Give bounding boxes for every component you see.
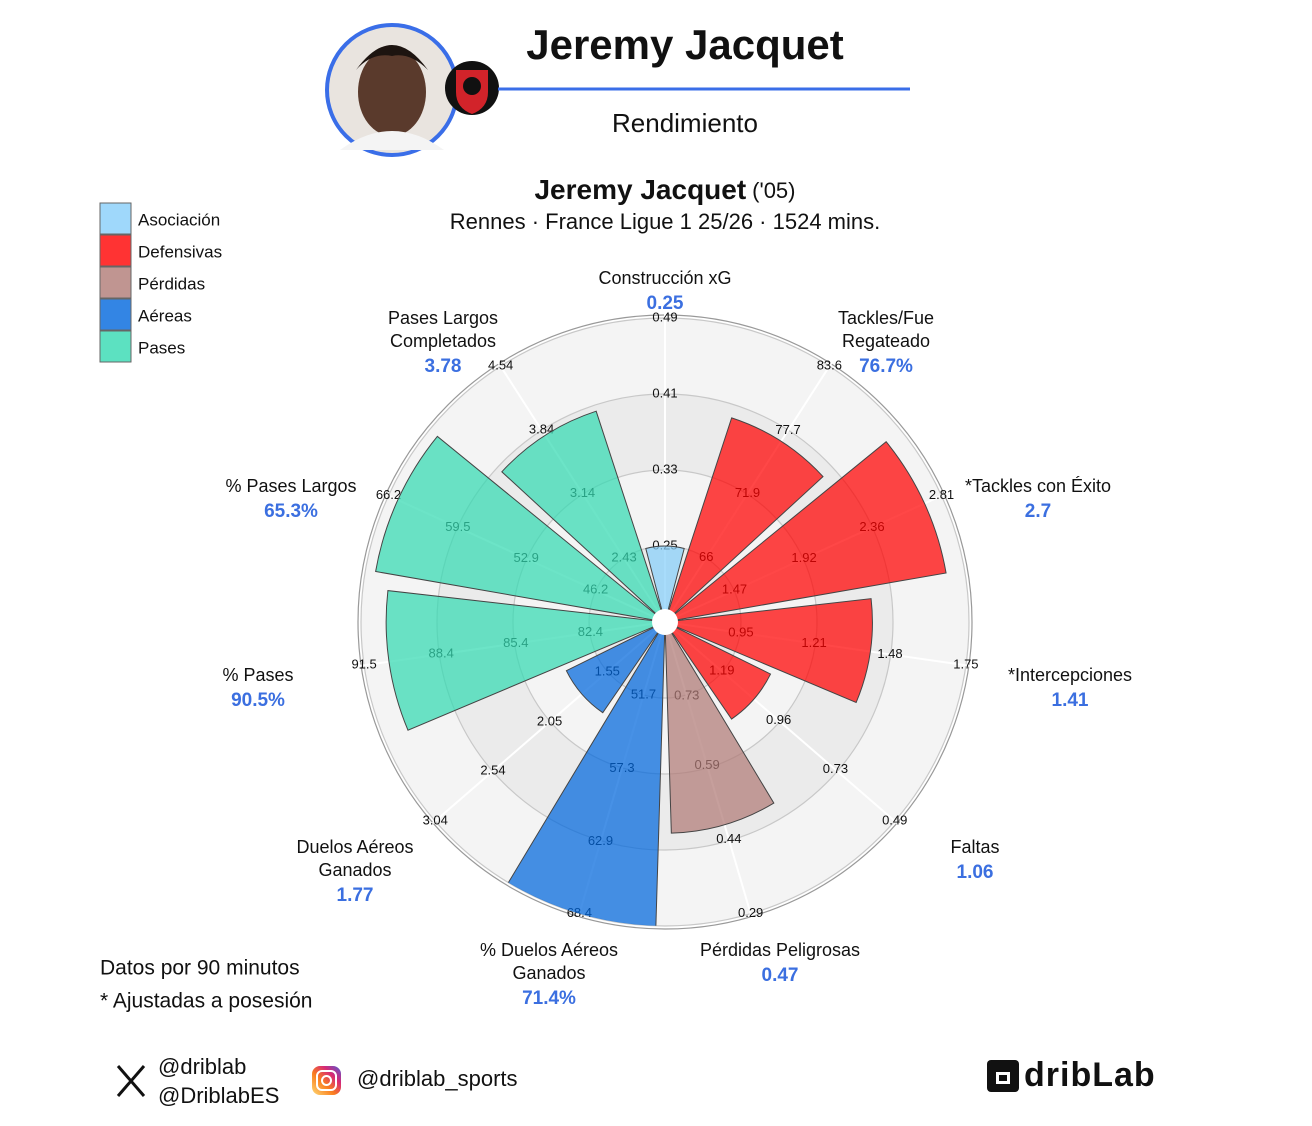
param-value: 3.78	[425, 356, 462, 377]
param-value: 1.77	[337, 885, 374, 906]
param-label: Ganados	[318, 860, 391, 880]
chart-subtitle: Rennes · France Ligue 1 25/26 · 1524 min…	[450, 209, 880, 234]
legend-label: Defensivas	[138, 242, 222, 261]
param-label: Faltas	[950, 837, 999, 857]
bar	[663, 441, 947, 623]
x-handle: @DriblabES	[158, 1083, 279, 1108]
bar	[375, 435, 667, 623]
header-title: Jeremy Jacquet	[526, 21, 844, 68]
brand-name: dribLab	[1024, 1056, 1156, 1094]
bar	[663, 620, 772, 720]
tick-label: 77.7	[775, 422, 800, 437]
tick-label: 0.44	[716, 831, 741, 846]
header-subtitle: Rendimiento	[612, 108, 758, 138]
tick-label: 91.5	[351, 657, 376, 672]
player-photo	[325, 23, 459, 157]
param-value: 1.06	[957, 862, 994, 883]
param-value: 0.47	[762, 965, 799, 986]
tick-label: 0.49	[652, 309, 677, 324]
param-label: Regateado	[842, 331, 930, 351]
legend-swatch	[99, 298, 132, 331]
bar	[645, 545, 685, 624]
chart-title-name: Jeremy Jacquet	[534, 174, 746, 205]
param-label: *Intercepciones	[1008, 665, 1132, 685]
param-value: 90.5%	[231, 690, 285, 711]
tick-label: 0.49	[882, 813, 907, 828]
tick-label: 0.73	[823, 761, 848, 776]
tick-label: 2.54	[480, 762, 505, 777]
tick-label: 0.29	[738, 905, 763, 920]
bar	[385, 590, 667, 731]
tick-label: 83.6	[817, 358, 842, 373]
club-crest	[445, 61, 499, 115]
legend-label: Aéreas	[138, 306, 192, 325]
legend-swatch	[99, 330, 132, 363]
param-label: Ganados	[512, 963, 585, 983]
param-label: % Pases Largos	[225, 476, 356, 496]
tick-label: 0.96	[766, 712, 791, 727]
center-hole	[652, 609, 678, 635]
param-label: *Tackles con Éxito	[965, 476, 1111, 496]
bar	[565, 620, 667, 714]
legend-swatch	[99, 234, 132, 267]
param-label: Duelos Aéreos	[296, 837, 413, 857]
instagram-logo	[312, 1066, 341, 1095]
tick-label: 2.05	[537, 713, 562, 728]
x-handle: @driblab	[158, 1054, 246, 1079]
bars	[375, 410, 947, 926]
x-logo	[116, 1065, 146, 1097]
brand-logo: dribLab	[987, 1056, 1156, 1094]
tick-label: 1.48	[877, 646, 902, 661]
legend-label: Asociación	[138, 210, 220, 229]
param-label: Pérdidas Peligrosas	[700, 940, 860, 960]
tick-label: 3.04	[423, 813, 448, 828]
bar	[663, 417, 824, 624]
param-value: 71.4%	[522, 988, 576, 1009]
bar	[501, 410, 667, 624]
param-value: 1.41	[1052, 690, 1089, 711]
param-label: Completados	[390, 331, 496, 351]
param-value: 2.7	[1025, 501, 1051, 522]
param-value: 65.3%	[264, 501, 318, 522]
tick-label: 2.81	[929, 487, 954, 502]
param-value: 76.7%	[859, 356, 913, 377]
tick-label: 0.41	[652, 385, 677, 400]
tick-label: 1.75	[953, 657, 978, 672]
note: * Ajustadas a posesión	[100, 990, 312, 1013]
param-label: % Duelos Aéreos	[480, 940, 618, 960]
chart-title-suffix: ('05)	[752, 178, 795, 203]
param-label: Construcción xG	[598, 268, 731, 288]
tick-label: 66.2	[376, 487, 401, 502]
chart-title: Jeremy Jacquet ('05)	[534, 174, 795, 205]
tick-label: 3.84	[529, 421, 554, 436]
tick-label: 0.33	[652, 461, 677, 476]
instagram-handle: @driblab_sports	[357, 1066, 518, 1091]
bar	[664, 620, 775, 834]
param-label: Tackles/Fue	[838, 308, 934, 328]
note: Datos por 90 minutos	[100, 957, 300, 980]
param-value: 0.25	[647, 293, 684, 314]
param-label: % Pases	[222, 665, 293, 685]
legend-label: Pases	[138, 338, 185, 357]
bar	[663, 598, 873, 704]
legend-swatch	[99, 202, 132, 235]
legend-swatch	[99, 266, 132, 299]
param-label: Pases Largos	[388, 308, 498, 328]
tick-label: 4.54	[488, 358, 513, 373]
legend-label: Pérdidas	[138, 274, 205, 293]
